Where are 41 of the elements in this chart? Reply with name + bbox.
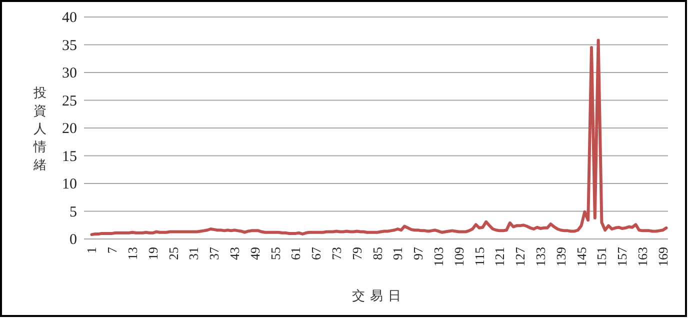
y-tick-label: 25 xyxy=(62,93,77,110)
x-tick-label: 85 xyxy=(370,247,385,260)
x-tick-label: 55 xyxy=(268,247,283,260)
y-tick-label: 15 xyxy=(62,148,77,165)
x-tick-label: 127 xyxy=(512,246,528,266)
x-tick-label: 7 xyxy=(104,246,120,254)
x-tick-label: 43 xyxy=(227,247,242,260)
x-tick-label: 97 xyxy=(410,246,426,260)
x-tick-label: 151 xyxy=(594,247,610,266)
x-axis-title: 交易日 xyxy=(352,288,406,303)
x-tick-label: 121 xyxy=(492,247,508,266)
x-tick-label: 109 xyxy=(451,247,466,266)
x-tick-label: 139 xyxy=(553,247,568,266)
x-tick-label: 91 xyxy=(390,247,406,260)
y-tick-label: 0 xyxy=(70,232,77,248)
line-series xyxy=(90,38,668,236)
x-tick-label: 61 xyxy=(288,247,304,260)
x-tick-label: 67 xyxy=(308,246,324,260)
x-tick-label: 145 xyxy=(574,247,589,266)
x-tick-label: 25 xyxy=(166,247,181,260)
x-tick-label: 49 xyxy=(247,247,262,260)
y-tick-label: 20 xyxy=(62,121,77,137)
x-tick-label: 73 xyxy=(329,247,344,260)
y-tick-label: 10 xyxy=(62,176,77,192)
x-tick-label: 1 xyxy=(84,247,100,254)
y-tick-label: 40 xyxy=(62,10,77,26)
y-axis-title: 投資人情緒 xyxy=(32,85,46,172)
x-tick-label: 13 xyxy=(125,247,140,260)
x-tick-label: 157 xyxy=(614,246,630,266)
y-tick-label: 30 xyxy=(62,66,77,82)
y-tick-label: 35 xyxy=(62,38,77,54)
x-tick-label: 133 xyxy=(533,247,548,266)
x-tick-label: 115 xyxy=(472,247,487,266)
x-tick-label: 79 xyxy=(349,247,364,260)
x-tick-label: 31 xyxy=(186,247,202,260)
x-tick-label: 103 xyxy=(431,247,446,266)
x-tick-label: 169 xyxy=(655,247,670,266)
y-tick-label: 5 xyxy=(70,204,77,220)
x-tick-label: 19 xyxy=(145,247,160,260)
x-tick-label: 37 xyxy=(206,246,222,260)
x-tick-label: 163 xyxy=(635,247,650,266)
